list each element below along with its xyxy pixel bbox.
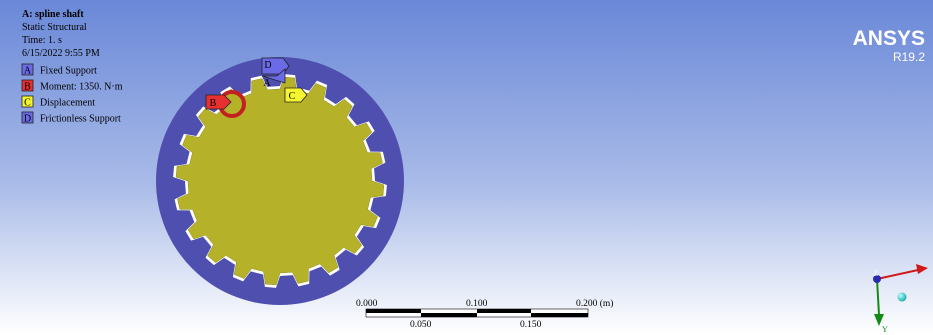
scale-segment: [477, 309, 531, 313]
legend-label: Moment: 1350. N·m: [40, 82, 123, 93]
scale-label: 0.050: [410, 320, 432, 330]
viewport: A: spline shaft Static Structural Time: …: [0, 0, 933, 335]
legend-label: Displacement: [40, 98, 95, 109]
background: [0, 0, 933, 335]
axis-label: Z: [873, 269, 878, 278]
legend-label: Frictionless Support: [40, 114, 121, 125]
logo-version: R19.2: [893, 50, 925, 64]
header-line: Time: 1. s: [22, 35, 62, 46]
legend-key: D: [24, 114, 31, 125]
callout-label: C: [289, 91, 296, 102]
legend-label: Fixed Support: [40, 66, 97, 77]
model: [156, 57, 404, 305]
model-title: A: spline shaft: [22, 9, 84, 20]
legend-key: A: [24, 66, 32, 77]
callout-label: D: [264, 60, 271, 71]
scale-label: 0.200 (m): [576, 298, 613, 309]
scale-label: 0.150: [520, 320, 542, 330]
axis-label: Y: [882, 325, 888, 334]
scale-segment: [531, 313, 588, 317]
callout-label: A: [263, 78, 271, 89]
scale-segment: [366, 309, 421, 313]
legend-key: B: [24, 82, 31, 93]
callout-label: B: [210, 98, 217, 109]
legend-key: C: [24, 98, 31, 109]
triad-ball: [898, 293, 907, 302]
scale-label: 0.000: [356, 299, 378, 309]
logo: ANSYS: [853, 27, 925, 50]
scale-label: 0.100: [466, 299, 488, 309]
scale-segment: [421, 313, 477, 317]
header-line: Static Structural: [22, 22, 87, 33]
header-line: 6/15/2022 9:55 PM: [22, 48, 100, 59]
